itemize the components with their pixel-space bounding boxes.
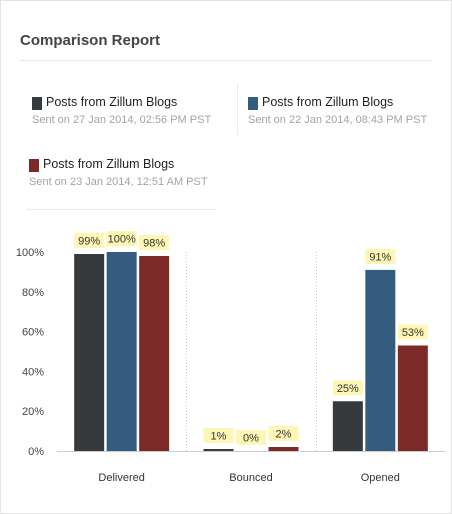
legend-divider xyxy=(237,83,238,135)
legend-sent-date-1: Sent on 27 Jan 2014, 02:56 PM PST xyxy=(32,114,212,126)
data-label: 53% xyxy=(402,327,424,339)
data-label: 91% xyxy=(369,251,391,263)
data-label: 1% xyxy=(211,431,227,443)
bar xyxy=(74,253,105,451)
data-label-box xyxy=(365,248,396,264)
data-label: 0% xyxy=(243,433,259,445)
y-tick-label: 20% xyxy=(22,406,44,418)
bar xyxy=(397,345,428,451)
x-category-label: Bounced xyxy=(229,472,272,484)
data-label-box xyxy=(236,430,266,445)
title-divider xyxy=(20,60,432,61)
data-label-box xyxy=(268,426,299,442)
x-category-label: Delivered xyxy=(98,472,144,484)
y-tick-label: 0% xyxy=(28,446,44,458)
legend-swatch-1 xyxy=(32,97,42,110)
legend-swatch-3 xyxy=(29,159,39,172)
bar xyxy=(203,449,234,451)
y-tick-label: 60% xyxy=(22,327,44,339)
data-label-box xyxy=(139,234,170,250)
bar xyxy=(106,252,137,451)
data-label-box xyxy=(332,380,363,396)
bar xyxy=(332,401,363,451)
data-label-box xyxy=(397,324,428,340)
data-label: 100% xyxy=(108,234,136,246)
legend-label-1: Posts from Zillum Blogs xyxy=(46,95,178,109)
bar xyxy=(139,255,170,451)
x-category-label: Opened xyxy=(361,472,400,484)
y-tick-label: 80% xyxy=(22,287,44,299)
data-label-box xyxy=(74,232,105,248)
data-label: 2% xyxy=(276,429,292,441)
y-tick-label: 100% xyxy=(16,247,44,259)
legend-bottom-divider xyxy=(27,209,215,210)
bar xyxy=(365,269,396,451)
legend-swatch-2 xyxy=(248,97,258,110)
data-label: 98% xyxy=(143,237,165,249)
legend-sent-date-2: Sent on 22 Jan 2014, 08:43 PM PST xyxy=(248,114,428,126)
data-label-box xyxy=(203,428,234,444)
report-title: Comparison Report xyxy=(20,32,161,49)
bar xyxy=(268,447,299,451)
data-label: 25% xyxy=(337,383,359,395)
legend-label-3: Posts from Zillum Blogs xyxy=(43,157,175,171)
data-label-box xyxy=(106,231,137,246)
legend-label-2: Posts from Zillum Blogs xyxy=(262,95,394,109)
legend-sent-date-3: Sent on 23 Jan 2014, 12:51 AM PST xyxy=(29,176,208,188)
y-tick-label: 40% xyxy=(22,366,44,378)
data-label: 99% xyxy=(78,235,100,247)
